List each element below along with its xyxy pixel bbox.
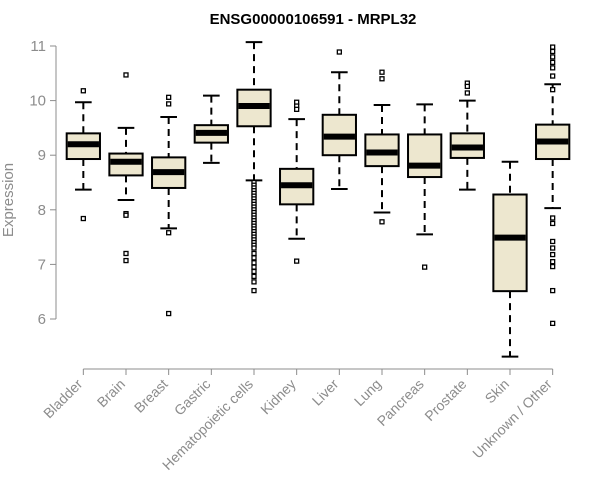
box-group: [535, 44, 571, 327]
outlier-point: [294, 106, 300, 112]
x-tick-label: Breast: [131, 376, 171, 416]
outlier-point: [251, 255, 257, 261]
box-group: [492, 160, 528, 358]
outlier-point: [123, 250, 129, 257]
outlier-point: [336, 49, 342, 55]
y-tick-label: 7: [38, 256, 46, 273]
outlier-point: [251, 264, 257, 270]
x-tick-label: Gastric: [171, 376, 214, 419]
outlier-point: [550, 320, 556, 327]
outlier-point: [422, 264, 428, 270]
outlier-point: [550, 245, 556, 251]
outlier-point: [80, 88, 86, 94]
outlier-point: [166, 310, 172, 317]
outlier-point: [550, 54, 556, 60]
box-group: [108, 72, 144, 264]
x-tick-label: Prostate: [421, 376, 469, 424]
outlier-point: [550, 87, 556, 93]
box-iqr: [407, 133, 443, 179]
y-tick-label: 11: [30, 38, 46, 55]
outlier-point: [123, 257, 129, 264]
outlier-point: [251, 250, 257, 257]
outlier-point: [550, 44, 556, 50]
box-series: [65, 41, 571, 358]
outlier-point: [166, 230, 172, 236]
outlier-point: [166, 101, 172, 107]
y-axis: 6 7 8 9 10 11: [29, 38, 57, 328]
x-tick-label: Skin: [482, 376, 513, 407]
box-group: [449, 80, 485, 191]
box-group: [279, 99, 315, 264]
y-axis-label: Expression: [0, 163, 17, 237]
outlier-point: [379, 76, 385, 82]
box-group: [65, 88, 101, 222]
outlier-point: [550, 215, 556, 221]
outlier-point: [123, 212, 129, 218]
box-group: [236, 41, 272, 294]
outlier-point: [251, 260, 257, 266]
outlier-point: [379, 219, 385, 225]
x-tick-label: Liver: [309, 376, 342, 409]
x-tick-label: Unknown / Other: [469, 376, 555, 462]
outlier-point: [294, 258, 300, 264]
outlier-point: [550, 251, 556, 258]
box-iqr: [492, 193, 528, 293]
outlier-point: [550, 73, 556, 79]
outlier-point: [251, 268, 257, 275]
box-group: [364, 69, 400, 225]
outlier-point: [379, 69, 385, 75]
box-group: [193, 94, 229, 164]
outlier-point: [464, 90, 470, 96]
x-tick-label: Bladder: [40, 376, 86, 422]
box-group: [407, 103, 443, 270]
y-tick-label: 6: [38, 311, 46, 328]
outlier-point: [464, 83, 470, 90]
outlier-point: [550, 263, 556, 270]
y-tick-label: 9: [38, 147, 46, 164]
outlier-point: [166, 94, 172, 100]
outlier-point: [550, 220, 556, 227]
outlier-point: [80, 215, 86, 222]
x-tick-label: Brain: [94, 376, 128, 410]
outlier-point: [550, 48, 556, 55]
outlier-point: [251, 279, 257, 285]
chart-title: ENSG00000106591 - MRPL32: [210, 11, 417, 28]
box-group: [321, 49, 357, 191]
x-tick-label: Kidney: [257, 376, 299, 418]
outlier-point: [550, 65, 556, 71]
outlier-point: [550, 259, 556, 265]
outlier-point: [550, 59, 556, 66]
box-group: [151, 94, 187, 317]
outlier-point: [550, 287, 556, 294]
outlier-point: [251, 245, 257, 251]
x-tick-label: Lung: [351, 376, 384, 409]
x-tick-label: Pancreas: [374, 376, 427, 429]
outlier-point: [550, 238, 556, 245]
y-tick-label: 10: [29, 93, 46, 110]
outlier-point: [251, 273, 257, 280]
outlier-point: [123, 72, 129, 78]
outlier-point: [251, 287, 257, 294]
y-tick-label: 8: [38, 202, 46, 219]
